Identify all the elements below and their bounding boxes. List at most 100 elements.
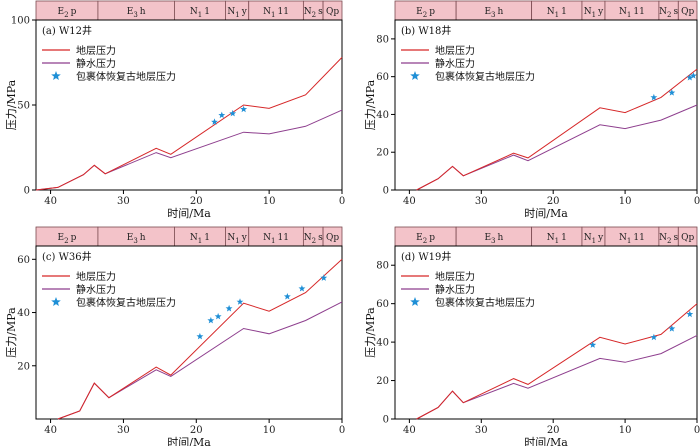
- strata-cell: [248, 0, 304, 21]
- x-tick-label: 10: [263, 425, 276, 436]
- x-tick-label: 10: [619, 196, 632, 207]
- legend-star-icon: [410, 71, 420, 80]
- y-tick-label: 20: [376, 376, 389, 387]
- y-axis-label: 压力/MPa: [5, 307, 18, 358]
- x-axis-label: 时间/Ma: [524, 436, 568, 446]
- x-tick-label: 10: [263, 196, 276, 207]
- strata-label: N1 1: [190, 233, 210, 245]
- x-axis-label: 时间/Ma: [167, 436, 211, 446]
- inclusion-star-point: [320, 274, 328, 281]
- x-tick-label: 40: [44, 196, 57, 207]
- legend-label: 地层压力: [435, 44, 475, 57]
- inclusion-star-point: [214, 312, 222, 320]
- y-tick-label: 40: [17, 308, 30, 319]
- strata-cell: [604, 0, 660, 21]
- legend-star-icon: [51, 297, 61, 306]
- strata-label: Qp: [681, 7, 694, 17]
- x-tick-label: 40: [403, 196, 416, 207]
- x-tick-label: 20: [190, 196, 203, 207]
- strata-label: N1 y: [227, 7, 247, 19]
- formation-pressure-line: [416, 303, 698, 420]
- inclusion-star-point: [686, 74, 694, 81]
- strata-label: N1 11: [263, 233, 289, 245]
- y-tick-label: 0: [24, 186, 30, 197]
- strata-label: N1 11: [263, 7, 289, 19]
- inclusion-star-point: [218, 111, 226, 119]
- strata-label: E2 p: [416, 7, 435, 19]
- formation-pressure-line: [416, 68, 698, 191]
- panel-d: E2 p E3 h N1 1 N1 y N1 11 N2 s Qp 40 30 20 10 0 0 20 40 60 80 时…: [364, 226, 700, 446]
- panel-title: (a) W12井: [42, 24, 92, 37]
- y-tick-label: 60: [376, 299, 389, 310]
- strata-label: N1 y: [227, 233, 247, 245]
- x-tick-label: 40: [44, 425, 57, 436]
- y-axis-label: 压力/MPa: [5, 79, 18, 130]
- x-tick-label: 30: [117, 196, 130, 207]
- legend-label: 静水压力: [76, 57, 116, 70]
- y-tick-label: 40: [376, 338, 389, 349]
- strata-label: N2 s: [304, 233, 323, 245]
- inclusion-star-point: [283, 293, 291, 300]
- inclusion-star-point: [650, 93, 658, 101]
- inclusion-star-point: [298, 285, 306, 292]
- hydrostatic-pressure-line: [416, 334, 698, 420]
- inclusion-star-point: [225, 304, 233, 312]
- legend-label: 静水压力: [76, 283, 116, 296]
- strata-label: E3 h: [484, 7, 503, 19]
- inclusion-star-point: [668, 325, 676, 332]
- y-tick-label: 80: [376, 34, 389, 45]
- x-tick-label: 10: [619, 425, 632, 436]
- x-axis-label: 时间/Ma: [524, 207, 568, 220]
- strata-cell: [248, 226, 304, 247]
- inclusion-star-point: [211, 118, 218, 125]
- strata-label: Qp: [326, 7, 339, 17]
- x-tick-label: 20: [190, 425, 203, 436]
- y-tick-label: 20: [17, 361, 30, 372]
- panel-b: E2 p E3 h N1 1 N1 y N1 11 N2 s Qp 40 30 20 10 0 0 20 40 60 80 时…: [364, 0, 700, 220]
- legend-label: 静水压力: [435, 283, 475, 296]
- strata-label: E2 p: [58, 7, 77, 19]
- inclusion-star-point: [240, 105, 248, 113]
- panel-title: (c) W36井: [42, 250, 92, 263]
- y-axis-label: 压力/MPa: [364, 79, 377, 130]
- strata-label: E2 p: [416, 233, 435, 245]
- plot-frame: [35, 245, 343, 420]
- legend-star-icon: [410, 297, 420, 306]
- plot-frame: [394, 245, 698, 420]
- strata-label: N2 s: [304, 7, 323, 19]
- strata-label: E2 p: [58, 233, 77, 245]
- strata-label: Qp: [326, 233, 339, 243]
- y-tick-label: 60: [376, 72, 389, 83]
- inclusion-star-point: [686, 310, 694, 318]
- legend-label: 包裹体恢复古地层压力: [76, 296, 176, 309]
- strata-label: N1 1: [547, 7, 567, 19]
- x-tick-label: 0: [339, 196, 345, 207]
- strata-label: N2 s: [659, 233, 678, 245]
- x-tick-label: 20: [547, 425, 560, 436]
- strata-label: E3 h: [127, 233, 146, 245]
- y-tick-label: 0: [383, 415, 389, 426]
- strata-label: N1 y: [584, 233, 604, 245]
- y-tick-label: 0: [383, 186, 389, 197]
- hydrostatic-pressure-line: [57, 301, 343, 420]
- legend-label: 地层压力: [76, 270, 116, 283]
- strata-label: Qp: [681, 233, 694, 243]
- inclusion-star-point: [668, 89, 676, 96]
- legend-label: 包裹体恢复古地层压力: [76, 70, 176, 83]
- x-tick-label: 30: [475, 425, 488, 436]
- hydrostatic-pressure-line: [35, 109, 343, 191]
- x-tick-label: 30: [475, 196, 488, 207]
- strata-label: N1 y: [584, 7, 604, 19]
- strata-label: N1 1: [190, 7, 210, 19]
- strata-label: N1 11: [619, 233, 645, 245]
- inclusion-star-point: [589, 341, 597, 348]
- panel-title: (b) W18井: [401, 24, 451, 37]
- y-axis-label: 压力/MPa: [364, 307, 377, 358]
- strata-label: E3 h: [127, 7, 146, 19]
- strata-label: E3 h: [484, 233, 503, 245]
- y-tick-label: 50: [17, 101, 30, 112]
- hydrostatic-pressure-line: [416, 104, 698, 191]
- x-tick-label: 0: [694, 196, 700, 207]
- y-tick-label: 60: [17, 255, 30, 266]
